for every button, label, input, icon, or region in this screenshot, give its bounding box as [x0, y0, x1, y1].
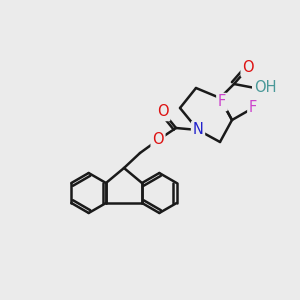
Text: F: F	[249, 100, 257, 116]
Text: OH: OH	[254, 80, 276, 95]
Text: F: F	[218, 94, 226, 110]
Text: O: O	[157, 104, 169, 119]
Text: O: O	[152, 133, 164, 148]
Text: O: O	[242, 61, 254, 76]
Text: N: N	[193, 122, 203, 137]
